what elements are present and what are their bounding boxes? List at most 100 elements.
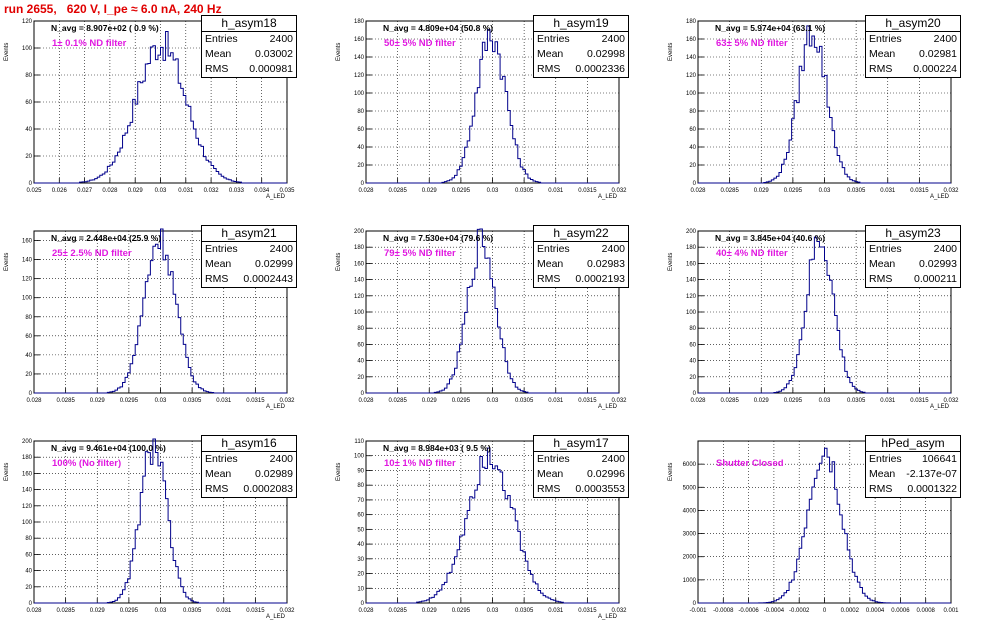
- x-tick-label: 0.028: [26, 608, 42, 614]
- filter-label: 1± 0.1% ND filter: [52, 38, 127, 49]
- y-tick-label: 60: [689, 127, 696, 133]
- x-tick-label: 0.029: [128, 188, 144, 194]
- y-tick-label: 200: [22, 439, 33, 445]
- stats-row-rms: RMS 0.0002193: [534, 272, 628, 287]
- x-tick-label: 0.0295: [784, 188, 803, 194]
- stats-value-entries: 106641: [921, 453, 957, 465]
- x-tick-label: 0.029: [422, 608, 438, 614]
- x-axis-label: A_LED: [929, 194, 949, 200]
- y-tick-label: 40: [25, 127, 32, 133]
- histogram-line: [698, 447, 951, 604]
- y-tick-label: 20: [357, 572, 364, 578]
- stats-value-mean: 0.02989: [255, 468, 293, 480]
- stats-row-entries: Entries 2400: [534, 452, 628, 467]
- stats-value-mean: 0.02983: [587, 258, 625, 270]
- y-tick-label: 120: [354, 73, 365, 79]
- y-tick-label: 160: [354, 37, 365, 43]
- stats-label-entries: Entries: [537, 243, 570, 255]
- y-tick-label: 20: [25, 585, 32, 591]
- x-tick-label: 0.0285: [720, 188, 739, 194]
- x-tick-label: 0.0295: [452, 188, 471, 194]
- stats-title: h_asym18: [202, 16, 296, 32]
- stats-value-entries: 2400: [933, 33, 957, 45]
- x-tick-label: 0.0285: [56, 608, 75, 614]
- stats-value-mean: 0.02998: [587, 48, 625, 60]
- plot-border: [365, 230, 620, 394]
- y-tick-label: 60: [357, 127, 364, 133]
- plot-border: [33, 440, 288, 604]
- run-title: run 2655, 620 V, I_pe ≈ 6.0 nA, 240 Hz: [4, 2, 222, 16]
- y-tick-label: 160: [354, 261, 365, 267]
- stats-value-rms: 0.0002193: [575, 273, 625, 285]
- y-tick-label: 180: [686, 19, 697, 25]
- y-tick-label: 50: [357, 527, 364, 533]
- stats-value-mean: -2.137e-07: [906, 468, 957, 480]
- x-tick-label: -0.0008: [713, 608, 734, 614]
- y-tick-label: 40: [689, 359, 696, 365]
- x-axis-label: A_LED: [929, 404, 949, 410]
- y-tick-label: 0: [693, 601, 697, 607]
- stats-value-mean: 0.02999: [255, 258, 293, 270]
- stats-title: h_asym23: [866, 226, 960, 242]
- y-tick-label: 100: [354, 454, 365, 460]
- stats-row-rms: RMS 0.000981: [202, 62, 296, 77]
- stats-row-entries: Entries 2400: [534, 32, 628, 47]
- stats-row-mean: Mean 0.02998: [534, 47, 628, 62]
- stats-row-rms: RMS 0.0002083: [202, 482, 296, 497]
- x-tick-label: 0.03: [819, 398, 831, 404]
- stats-value-entries: 2400: [269, 453, 293, 465]
- filter-label: Shutter Closed: [716, 458, 784, 469]
- x-tick-label: 0.029: [754, 398, 770, 404]
- y-tick-label: 10: [357, 586, 364, 592]
- y-tick-label: 60: [25, 100, 32, 106]
- x-tick-label: 0.0285: [720, 398, 739, 404]
- y-tick-label: 120: [354, 294, 365, 300]
- x-axis-label: A_LED: [265, 404, 285, 410]
- histogram-line: [34, 228, 287, 394]
- x-axis-label: A_LED: [597, 194, 617, 200]
- y-tick-label: 90: [357, 468, 364, 474]
- stats-value-mean: 0.03002: [255, 48, 293, 60]
- stats-box: h_asym20 Entries 2400 Mean 0.02981 RMS 0.00022…: [865, 15, 961, 78]
- stats-label-entries: Entries: [205, 453, 238, 465]
- stats-label-rms: RMS: [869, 63, 893, 75]
- y-tick-label: 0: [29, 601, 33, 607]
- stats-value-rms: 0.000211: [913, 273, 957, 285]
- stats-row-mean: Mean 0.02989: [202, 467, 296, 482]
- stats-row-entries: Entries 2400: [534, 242, 628, 257]
- x-tick-label: -0.0002: [789, 608, 810, 614]
- stats-title: h_asym19: [534, 16, 628, 32]
- x-tick-label: 0.031: [216, 608, 232, 614]
- x-tick-label: 0.034: [254, 188, 270, 194]
- stats-row-entries: Entries 2400: [866, 242, 960, 257]
- stats-label-rms: RMS: [869, 483, 893, 495]
- x-tick-label: 0.0295: [120, 398, 139, 404]
- x-tick-label: 0.0305: [847, 398, 866, 404]
- x-tick-label: 0.0285: [388, 608, 407, 614]
- plot-border: [365, 440, 620, 604]
- y-tick-label: 80: [357, 483, 364, 489]
- y-tick-label: 4000: [683, 508, 697, 514]
- y-tick-label: 100: [354, 91, 365, 97]
- y-tick-label: 140: [354, 278, 365, 284]
- y-tick-label: 180: [354, 19, 365, 25]
- y-axis-label: Events: [336, 42, 342, 61]
- filter-label: 40± 4% ND filter: [716, 248, 788, 259]
- x-tick-label: 0.028: [358, 188, 374, 194]
- x-tick-label: 0.031: [178, 188, 194, 194]
- stats-box: h_asym22 Entries 2400 Mean 0.02983 RMS 0.00021…: [533, 225, 629, 288]
- stats-row-mean: Mean 0.02981: [866, 47, 960, 62]
- stats-row-mean: Mean 0.02983: [534, 257, 628, 272]
- filter-label: 100% (No filter): [52, 458, 122, 469]
- y-tick-label: 0: [693, 391, 697, 397]
- histogram-h_asym23: 0.028 0.0285 0.029 0.0295 0.03 0.0305 0.031 0.0…: [668, 225, 961, 410]
- stats-value-rms: 0.000224: [913, 63, 957, 75]
- x-tick-label: 0.025: [26, 188, 42, 194]
- stats-value-entries: 2400: [601, 243, 625, 255]
- stats-row-rms: RMS 0.0001322: [866, 482, 960, 497]
- plot-border: [365, 20, 620, 184]
- y-tick-label: 40: [25, 353, 32, 359]
- y-tick-label: 1000: [683, 578, 697, 584]
- stats-box: h_asym17 Entries 2400 Mean 0.02996 RMS 0.00035…: [533, 435, 629, 498]
- x-tick-label: 0.028: [690, 188, 706, 194]
